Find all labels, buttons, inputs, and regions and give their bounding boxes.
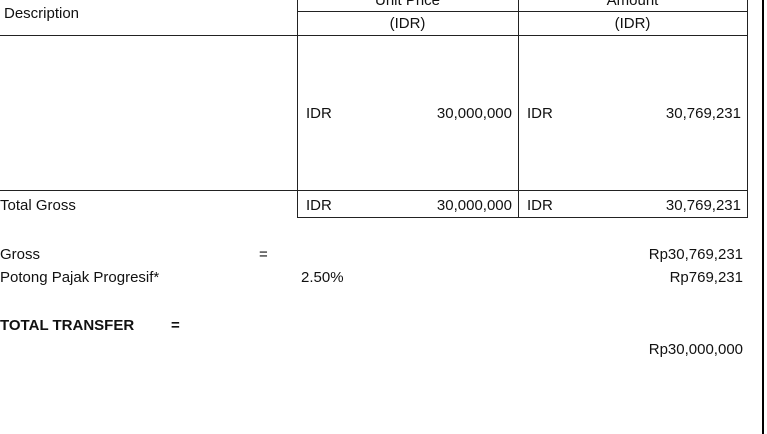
- header-amount: Amount: [606, 0, 659, 9]
- tax-value: Rp769,231: [669, 269, 743, 286]
- header-unit-price: Unit Price: [374, 0, 441, 9]
- total-unit-price-currency: IDR: [306, 197, 332, 214]
- total-transfer-eq-text: =: [171, 317, 180, 334]
- total-transfer-value: Rp30,000,000: [648, 341, 743, 358]
- gross-equals: =: [259, 246, 268, 263]
- tax-label: Potong Pajak Progresif*: [0, 269, 160, 286]
- row-unit-price-currency: IDR: [306, 105, 332, 122]
- total-amount: 30,769,231: [665, 197, 741, 214]
- gross-label: Gross: [0, 246, 41, 263]
- row-unit-price: 30,000,000: [436, 105, 512, 122]
- total-top-line: [0, 190, 748, 191]
- gross-value: Rp30,769,231: [648, 246, 743, 263]
- total-bottom-line: [297, 217, 748, 218]
- row-amount-currency: IDR: [527, 105, 553, 122]
- row-amount: 30,769,231: [665, 105, 741, 122]
- total-transfer-label: TOTAL TRANSFER: [0, 317, 134, 335]
- total-amount-currency: IDR: [527, 197, 553, 214]
- header-unit-price-currency: (IDR): [389, 15, 426, 32]
- total-gross-label: Total Gross: [0, 197, 76, 214]
- header-bottom-line: [0, 35, 748, 36]
- page-edge: [762, 0, 764, 434]
- total-transfer-equals: =: [171, 317, 180, 335]
- header-amount-currency: (IDR): [614, 15, 651, 32]
- total-unit-price: 30,000,000: [436, 197, 512, 214]
- col-line-1: [297, 0, 298, 218]
- tax-rate: 2.50%: [301, 269, 344, 286]
- col-line-3: [747, 0, 748, 218]
- total-transfer-text: TOTAL TRANSFER: [0, 317, 135, 334]
- header-description: Description: [4, 5, 80, 22]
- header-top-line: [297, 11, 748, 12]
- col-line-2: [518, 0, 519, 218]
